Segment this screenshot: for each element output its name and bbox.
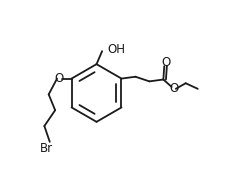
Text: O: O: [169, 82, 178, 95]
Text: Br: Br: [40, 142, 53, 155]
Text: O: O: [55, 72, 64, 85]
Text: OH: OH: [107, 43, 125, 56]
Text: O: O: [161, 56, 170, 68]
